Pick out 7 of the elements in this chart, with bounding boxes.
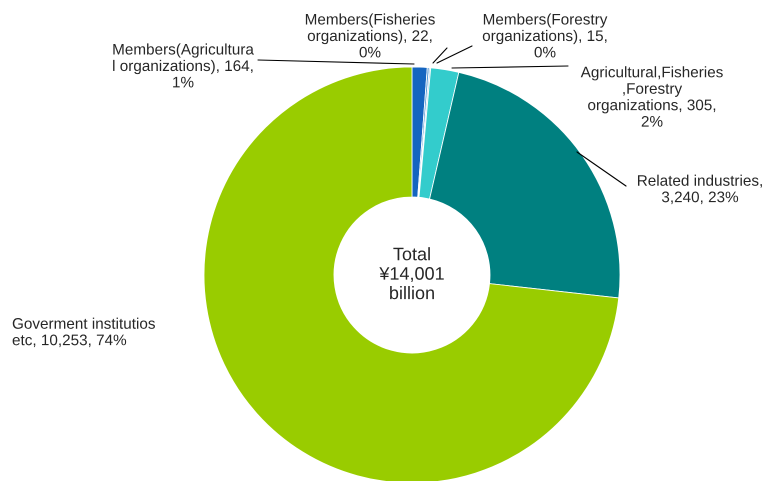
slice-label: Members(Agricultura l organizations), 164, 1%: [113, 43, 254, 88]
text: Total ¥14,001 billion: [379, 247, 444, 300]
slice-label: Members(Forestry organizations), 15, 0%: [482, 13, 608, 58]
slice-label: Goverment institutios etc, 10,253, 74%: [12, 318, 155, 348]
slice-label: Agricultural,Fisheries ,Forestry organizations, 305, 2%: [580, 66, 723, 127]
slice-label: Related industries, 3,240, 23%: [638, 174, 762, 204]
slice-label: Members(Fisheries organizations), 22, 0%: [306, 13, 435, 58]
